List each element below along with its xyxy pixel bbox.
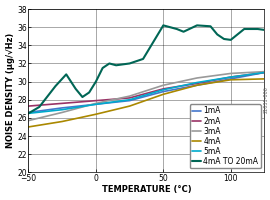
Legend: 1mA, 2mA, 3mA, 4mA, 5mA, 4mA TO 20mA: 1mA, 2mA, 3mA, 4mA, 5mA, 4mA TO 20mA: [190, 104, 261, 168]
X-axis label: TEMPERATURE (°C): TEMPERATURE (°C): [102, 185, 191, 194]
Y-axis label: NOISE DENSITY (μg/√Hz): NOISE DENSITY (μg/√Hz): [6, 33, 15, 148]
Text: 21031-006: 21031-006: [264, 87, 269, 113]
